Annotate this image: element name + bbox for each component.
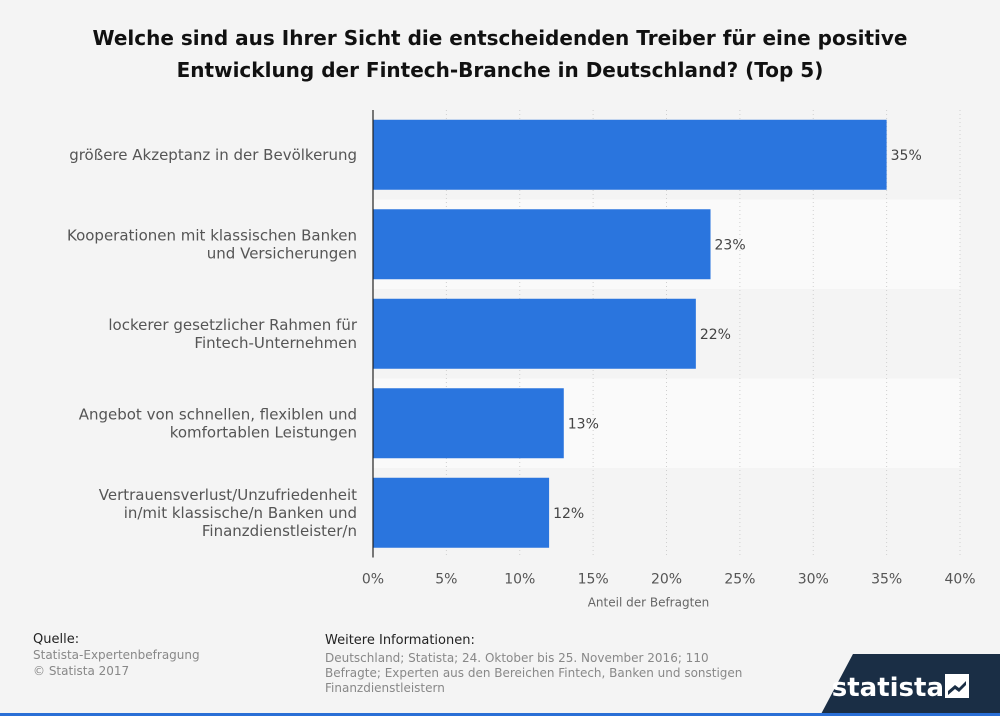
x-tick-label: 15%: [578, 572, 609, 588]
bars: [373, 119, 887, 548]
category-label-line: und Versicherungen: [207, 244, 357, 262]
statista-logo-icon: [945, 674, 969, 698]
category-label-line: größere Akzeptanz in der Bevölkerung: [69, 146, 357, 164]
bar: [373, 388, 564, 459]
x-tick-label: 20%: [651, 572, 682, 588]
source-link[interactable]: Statista-Expertenbefragung: [33, 648, 200, 662]
bar: [373, 119, 887, 190]
value-label: 12%: [553, 506, 584, 522]
x-tick-label: 5%: [435, 572, 457, 588]
category-label: Angebot von schnellen, flexiblen und komf…: [79, 405, 357, 441]
value-label: 35%: [891, 148, 922, 164]
bar: [373, 477, 550, 548]
chart-title: Welche sind aus Ihrer Sicht die entschei…: [92, 26, 908, 82]
category-label-line: lockerer gesetzlicher Rahmen für: [108, 316, 357, 334]
value-labels: 35% 23% 22% 13% 12%: [553, 148, 922, 522]
category-label: größere Akzeptanz in der Bevölkerung: [69, 146, 357, 164]
x-tick-label: 35%: [871, 572, 902, 588]
category-label-line: Finanzdienstleister/n: [202, 522, 357, 540]
category-label-line: Kooperationen mit klassischen Banken: [67, 226, 357, 244]
category-labels: größere Akzeptanz in der Bevölkerung Koop…: [67, 146, 358, 540]
bar: [373, 298, 696, 369]
value-label: 22%: [700, 327, 731, 343]
bar: [373, 209, 711, 280]
category-label-line: komfortablen Leistungen: [170, 423, 357, 441]
info-heading: Weitere Informationen:: [325, 633, 475, 648]
x-tick-label: 0%: [362, 572, 384, 588]
category-label-line: Fintech-Unternehmen: [194, 334, 357, 352]
category-label-line: Angebot von schnellen, flexiblen und: [79, 405, 357, 423]
category-label: lockerer gesetzlicher Rahmen für Fintech-…: [108, 316, 357, 352]
category-label: Kooperationen mit klassischen Banken und …: [67, 226, 357, 262]
x-tick-label: 30%: [798, 572, 829, 588]
x-tick-label: 40%: [944, 572, 975, 588]
category-label-line: in/mit klassische/n Banken und: [124, 504, 357, 522]
copyright-text: © Statista 2017: [33, 664, 130, 678]
source-heading: Quelle:: [33, 632, 80, 647]
x-tick-labels: 0% 5% 10% 15% 20% 25% 30% 35% 40%: [362, 572, 976, 588]
value-label: 23%: [715, 237, 746, 253]
info-text: Deutschland; Statista; 24. Oktober bis 2…: [325, 651, 743, 695]
bar-chart: größere Akzeptanz in der Bevölkerung Koop…: [67, 110, 976, 610]
category-label-line: Vertrauensverlust/Unzufriedenheit: [99, 486, 357, 504]
x-tick-label: 25%: [724, 572, 755, 588]
value-label: 13%: [568, 416, 599, 432]
statista-logo[interactable]: statista: [780, 654, 1000, 716]
bottom-accent-bar: [0, 713, 1000, 716]
logo-text: statista: [831, 673, 944, 703]
x-axis-title: Anteil der Befragten: [588, 596, 710, 610]
x-tick-label: 10%: [504, 572, 535, 588]
category-label: Vertrauensverlust/Unzufriedenheit in/mit …: [99, 486, 357, 540]
